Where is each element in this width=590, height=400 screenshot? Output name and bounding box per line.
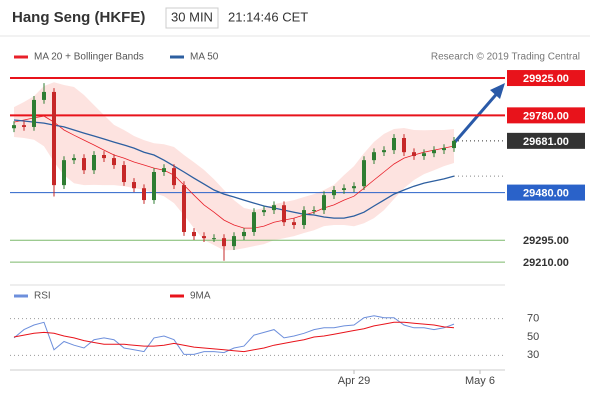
candle-body [62,160,66,186]
candle-body [442,148,446,151]
candle-body [352,186,356,189]
candle-body [392,138,396,151]
legend-label: 9MA [190,291,211,302]
candle-body [282,205,286,223]
candle-body [222,238,226,247]
candle-body [422,153,426,157]
interval-box [165,7,219,29]
candle-body [112,158,116,166]
ma-line [13,119,455,219]
candle-body [142,188,146,201]
level-label-box [507,132,585,149]
ma-line [13,115,455,229]
candle-body [92,155,96,171]
candle-body [432,150,436,154]
candle-body [232,236,236,247]
candle-body [362,160,366,187]
candle-body [452,140,456,149]
candle-body [132,182,136,189]
candle-body [52,91,56,186]
level-label: 29780.00 [523,110,569,122]
candle-body [382,150,386,153]
candle-body [12,125,16,129]
rsi-tick-label: 30 [527,349,539,361]
source: Research © 2019 Trading Central [431,52,580,63]
candle-body [82,158,86,171]
x-tick-label: Apr 29 [338,375,370,387]
candle-body [242,231,246,237]
candle-body [152,171,156,201]
level-label: 29681.00 [523,136,569,148]
chart-title: Hang Seng (HKFE) [12,9,145,26]
candle-body [292,222,296,226]
candle-body [312,210,316,212]
legend-label: MA 20 + Bollinger Bands [34,52,144,63]
candle-body [252,212,256,232]
candle-body [322,195,326,211]
rsi-tick-label: 70 [527,313,539,325]
rsi-tick-label: 50 [527,331,539,343]
candle-body [72,158,76,161]
rsi-line [13,315,455,355]
level-label-box [507,70,585,87]
bollinger-band [14,82,454,251]
candle-body [182,185,186,232]
candle-body [192,231,196,237]
candle-body [42,91,46,100]
candle-body [202,236,206,239]
legend-label: MA 50 [190,52,219,63]
x-tick-label: May 6 [465,375,495,387]
level-label: 29295.00 [523,235,569,247]
candle-body [22,125,26,127]
candle-body [342,188,346,191]
level-label: 29210.00 [523,257,569,269]
candle-body [32,99,36,127]
candle-body [332,190,336,196]
candle-body [272,205,276,211]
candle-body [262,210,266,213]
candle-body [372,152,376,161]
interval: 30 MIN [171,9,213,24]
candle-body [172,168,176,186]
level-label-box [507,107,585,124]
forecast-arrowhead [490,83,505,99]
candle-body [102,155,106,159]
candle-body [162,168,166,172]
candle-body [302,210,306,226]
level-label: 29925.00 [523,73,569,85]
level-label-box [507,184,585,201]
candle-body [212,238,216,240]
candle-body [402,138,406,153]
timestamp: 21:14:46 CET [228,9,308,24]
candle-body [122,165,126,183]
candle-body [412,152,416,157]
level-label: 29480.00 [523,187,569,199]
rsi-line [13,321,455,353]
legend-label: RSI [34,291,51,302]
